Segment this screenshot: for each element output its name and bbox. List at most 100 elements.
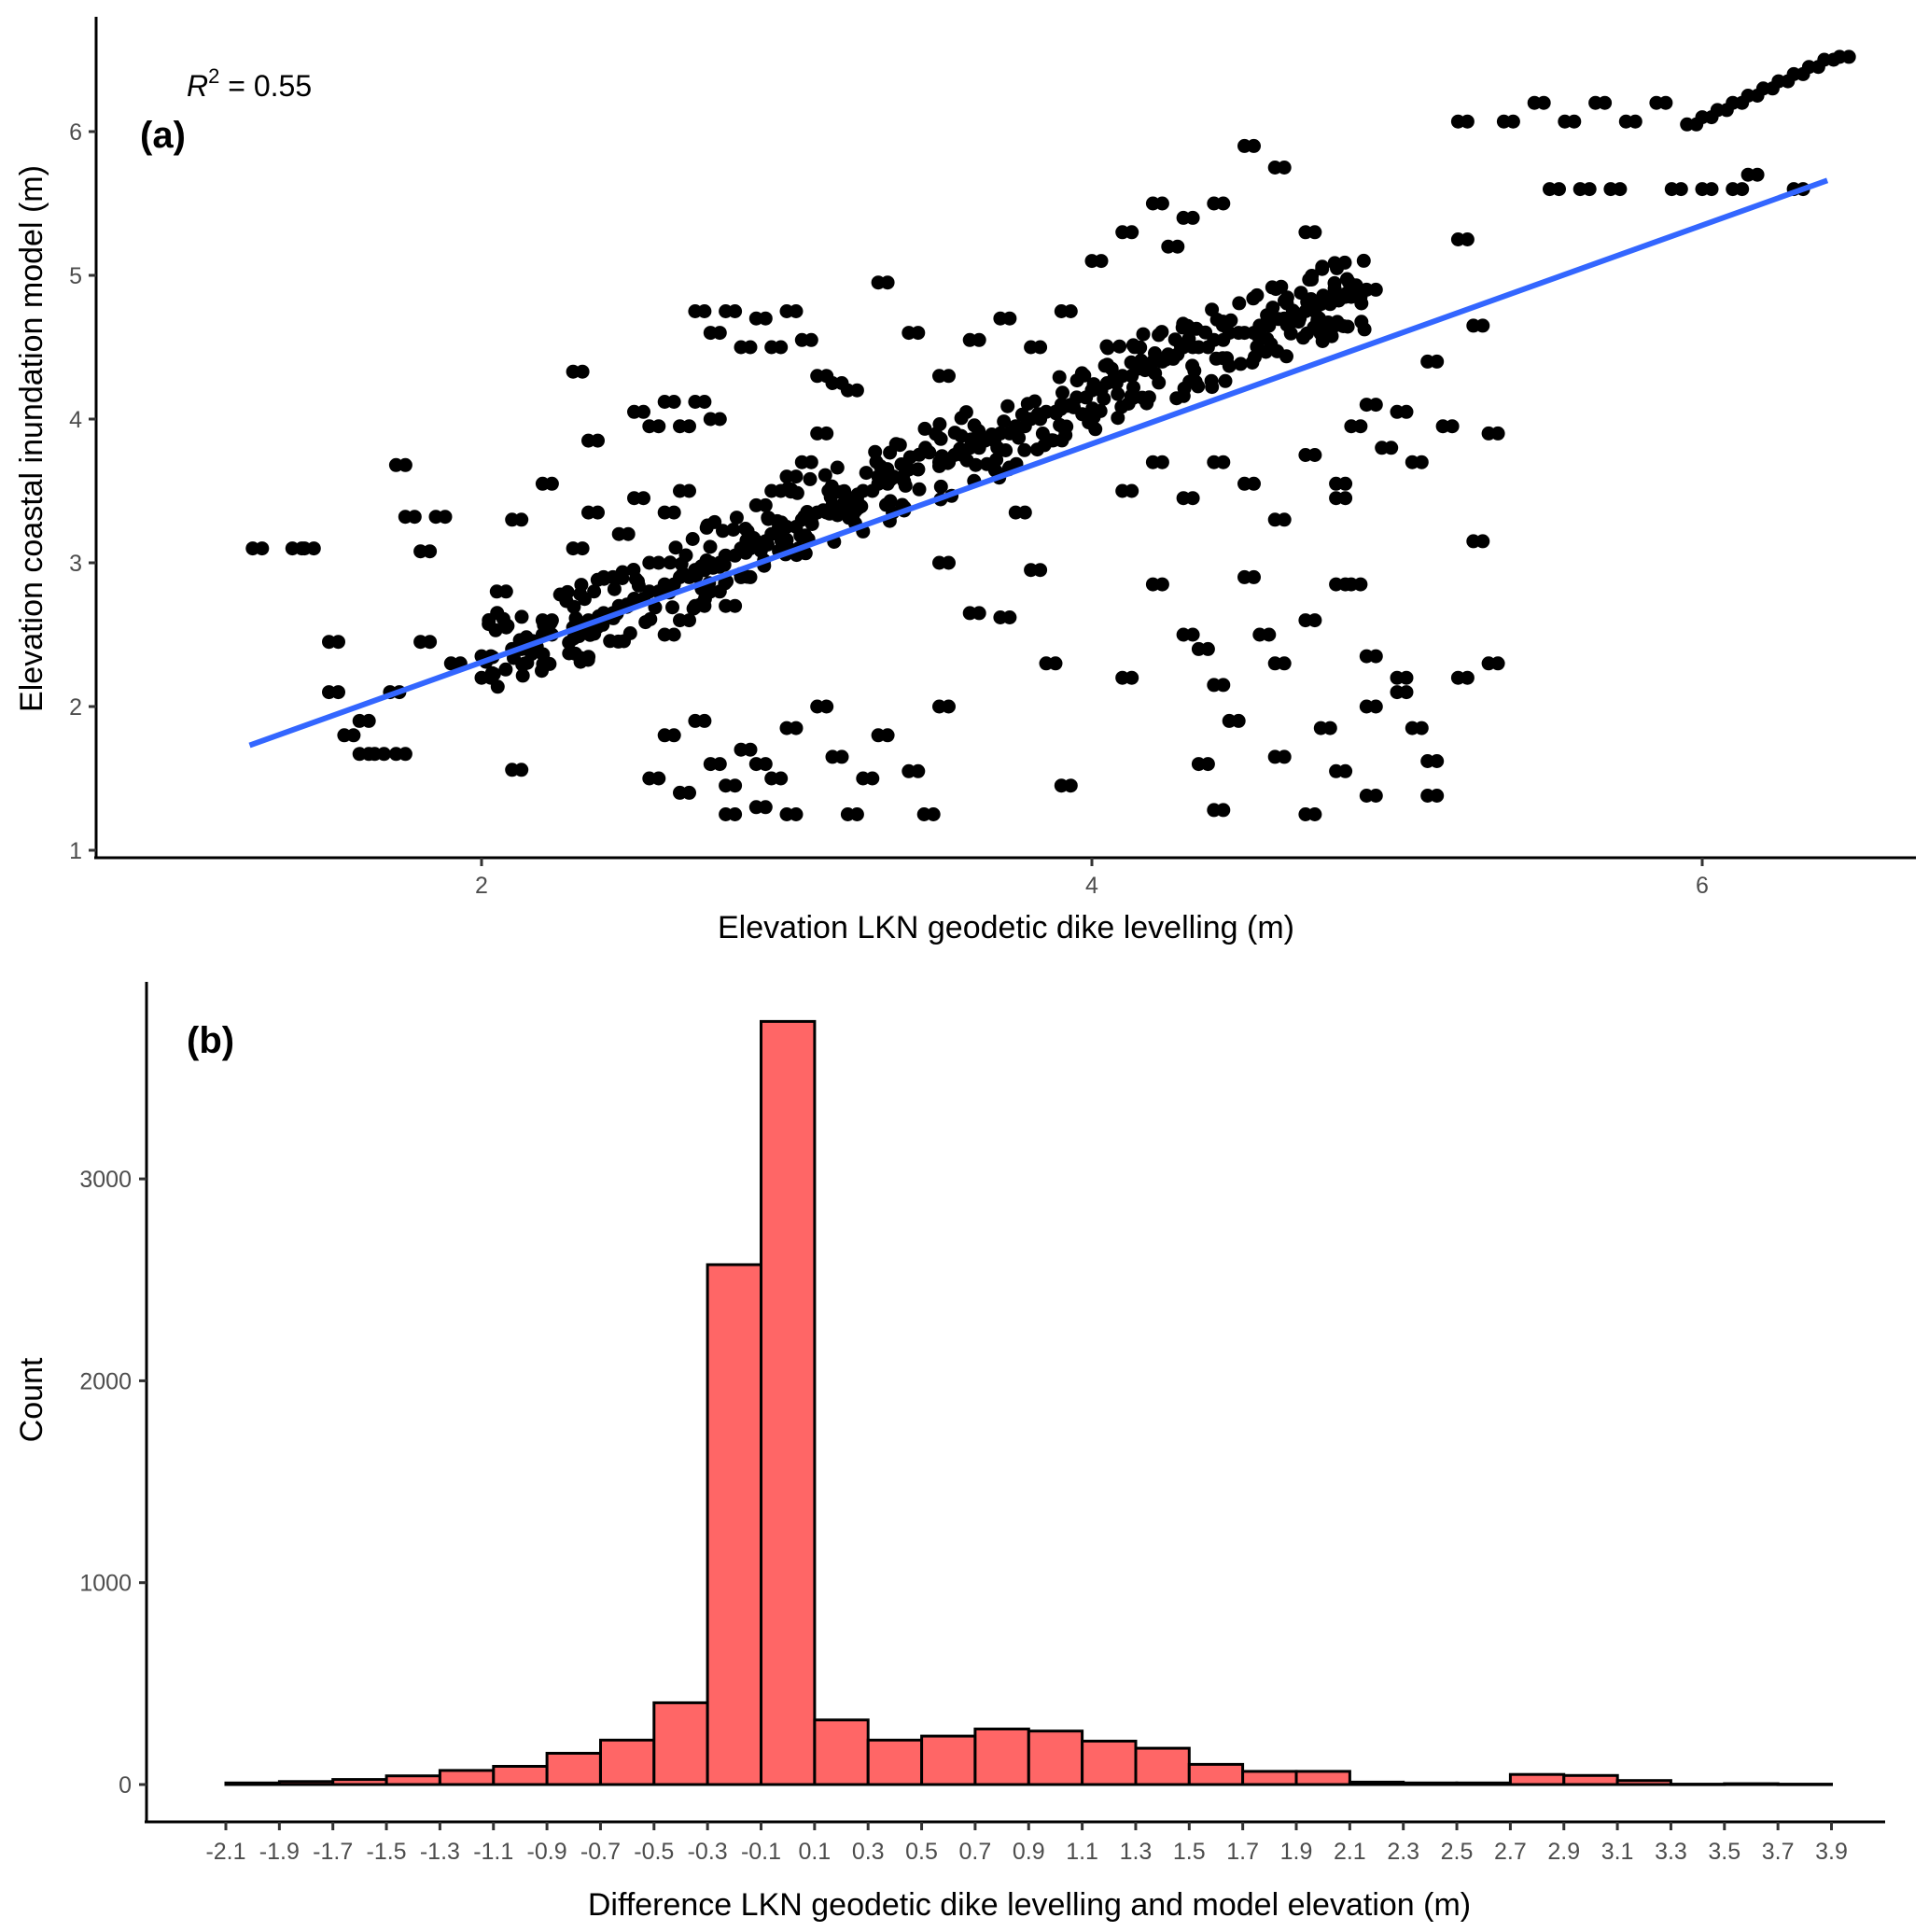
x-tick-label-b: -1.9: [259, 1839, 300, 1865]
x-axis-title-a: Elevation LKN geodetic dike levelling (m…: [718, 910, 1294, 945]
scatter-point: [883, 473, 897, 488]
scatter-point: [1475, 534, 1490, 549]
scatter-point: [1247, 476, 1261, 491]
panel-a-scatter: 1 2 3 4 5 6 2 4 6 Elevation LKN geodetic dike l…: [14, 17, 1916, 945]
scatter-point: [1598, 95, 1613, 110]
scatter-point: [1017, 505, 1032, 520]
scatter-point: [1012, 430, 1027, 445]
scatter-point: [942, 699, 956, 714]
scatter-point: [703, 539, 718, 554]
scatter-point: [1086, 377, 1101, 392]
scatter-point: [1082, 415, 1097, 430]
scatter-point: [753, 543, 768, 558]
histogram-bar: [973, 1728, 1030, 1786]
scatter-point: [544, 476, 559, 491]
scatter-point: [911, 326, 926, 341]
scatter-point: [685, 532, 700, 546]
scatter-point: [1340, 319, 1355, 334]
scatter-point: [712, 559, 727, 574]
scatter-point: [1125, 483, 1139, 498]
scatter-point: [1127, 340, 1142, 355]
scatter-point: [1136, 327, 1151, 342]
scatter-point: [1189, 321, 1204, 336]
x-tick-label-b: -0.7: [580, 1839, 621, 1865]
scatter-point: [859, 466, 874, 481]
scatter-point: [955, 448, 970, 463]
scatter-point: [1200, 757, 1215, 772]
y-tick-label-b: 0: [119, 1772, 132, 1799]
y-tick-label-a: 6: [69, 119, 82, 146]
scatter-point: [1181, 331, 1196, 346]
scatter-point: [1278, 293, 1292, 308]
scatter-point: [985, 427, 999, 441]
scatter-point: [989, 453, 1004, 468]
scatter-point: [331, 635, 345, 650]
x-tick-label-b: 3.5: [1708, 1839, 1740, 1865]
histogram-bar: [1723, 1782, 1780, 1786]
scatter-point: [1002, 610, 1017, 624]
scatter-point: [771, 522, 786, 537]
scatter-point: [1368, 789, 1383, 803]
scatter-point: [1277, 749, 1292, 764]
scatter-point: [987, 463, 1002, 478]
scatter-point: [912, 447, 927, 462]
scatter-point: [874, 459, 888, 474]
scatter-point: [990, 441, 1005, 455]
x-tick-label-b: 3.3: [1655, 1839, 1687, 1865]
scatter-point: [377, 747, 391, 762]
scatter-point: [498, 584, 513, 599]
scatter-points: [245, 49, 1856, 821]
scatter-point: [665, 600, 679, 615]
scatter-point: [1414, 721, 1429, 735]
x-axis-title-b: Difference LKN geodetic dike levelling a…: [588, 1887, 1471, 1923]
scatter-point: [1460, 670, 1475, 685]
scatter-point: [830, 460, 845, 475]
scatter-point: [361, 747, 376, 762]
scatter-point: [1265, 301, 1280, 315]
scatter-point: [849, 383, 864, 398]
scatter-point: [1735, 182, 1750, 197]
x-tick-label-b: 3.9: [1815, 1839, 1848, 1865]
scatter-point: [971, 606, 986, 621]
scatter-point: [682, 419, 696, 434]
scatter-point: [1613, 182, 1628, 197]
x-tick-label-b: -2.1: [205, 1839, 245, 1865]
scatter-point: [1002, 311, 1017, 326]
scatter-point: [621, 526, 636, 541]
histogram-bar: [1134, 1746, 1191, 1786]
scatter-point: [1185, 627, 1200, 642]
y-tick-label-b: 3000: [79, 1167, 132, 1193]
scatter-point: [743, 742, 758, 757]
scatter-point: [438, 510, 453, 525]
scatter-point: [1353, 577, 1368, 592]
panel-label-b: (b): [187, 1020, 234, 1061]
scatter-point: [1154, 577, 1169, 592]
scatter-point: [1490, 656, 1505, 671]
scatter-point: [1274, 279, 1289, 294]
scatter-point: [1027, 394, 1042, 409]
histogram-bar: [813, 1718, 870, 1786]
scatter-point: [1264, 337, 1279, 352]
scatter-point: [897, 474, 912, 489]
scatter-point: [1324, 329, 1339, 343]
scatter-point: [912, 482, 927, 497]
scatter-point: [697, 713, 712, 728]
scatter-point: [1353, 419, 1368, 434]
scatter-point: [1048, 656, 1063, 671]
x-tick-label-b: 0.5: [905, 1839, 938, 1865]
scatter-point: [1307, 613, 1322, 628]
scatter-point: [1307, 225, 1322, 240]
scatter-point: [849, 807, 864, 821]
scatter-point: [1552, 182, 1566, 197]
scatter-point: [582, 627, 597, 642]
scatter-point: [1063, 304, 1078, 318]
x-tick-label-b: -0.9: [527, 1839, 567, 1865]
scatter-point: [1216, 803, 1231, 818]
scatter-point: [651, 771, 666, 786]
scatter-point: [1338, 476, 1353, 491]
x-tick-label-b: 1.3: [1120, 1839, 1153, 1865]
x-tick-label-b: -0.5: [634, 1839, 674, 1865]
scatter-point: [514, 512, 529, 527]
scatter-point: [666, 627, 681, 642]
scatter-point: [1166, 351, 1181, 366]
